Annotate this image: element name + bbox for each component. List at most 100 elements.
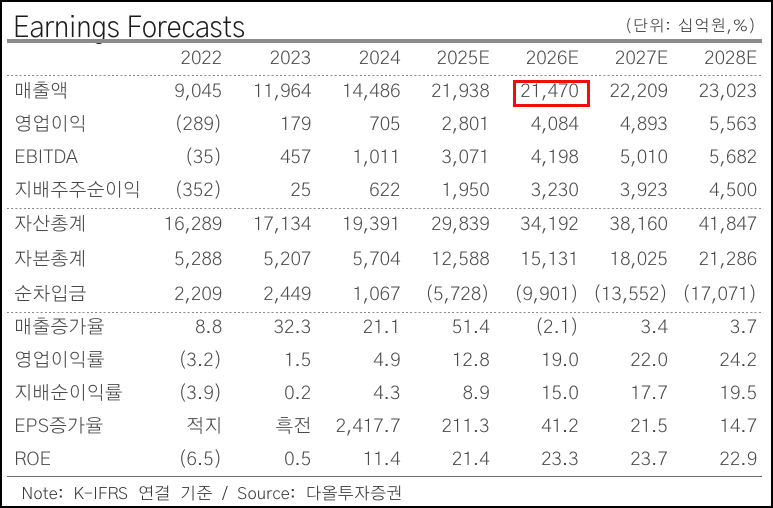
table-cell: (35) bbox=[184, 148, 223, 168]
table-cell: 5,704 bbox=[352, 249, 401, 269]
table-cell: 4.3 bbox=[373, 384, 401, 404]
table-cell: 3,071 bbox=[441, 148, 490, 168]
row-label: EBITDA bbox=[14, 148, 78, 168]
table-cell: 29,839 bbox=[431, 215, 490, 235]
row-label: EPS증가율 bbox=[14, 417, 104, 437]
table-cell: (3.9) bbox=[178, 384, 223, 404]
table-cell: 8.9 bbox=[462, 384, 490, 404]
table-cell: 2,801 bbox=[441, 114, 490, 134]
row-label: 지배주주순이익 bbox=[14, 181, 141, 201]
column-header-blank bbox=[7, 43, 133, 75]
table-cell: 1.5 bbox=[284, 351, 312, 371]
table-cell: 21.1 bbox=[362, 318, 401, 338]
table-cell: 17,134 bbox=[252, 215, 312, 235]
table-cell: 179 bbox=[280, 114, 312, 134]
table-cell: (5,728) bbox=[424, 284, 490, 304]
table-cell: 15.0 bbox=[541, 384, 579, 404]
table-cell: 4.9 bbox=[373, 351, 401, 371]
table-cell: 2,449 bbox=[263, 284, 312, 304]
table-cell: 4,198 bbox=[530, 148, 579, 168]
table-cell: 18,025 bbox=[609, 249, 668, 269]
source-note: Note: K-IFRS 연결 기준 / Source: 다올투자증권 bbox=[21, 486, 403, 503]
table-cell: 21,938 bbox=[431, 81, 490, 101]
table-cell: 12.8 bbox=[452, 351, 490, 371]
table-cell: 22.0 bbox=[630, 351, 668, 371]
table-cell: 8.8 bbox=[194, 318, 223, 338]
table-cell: 흑전 bbox=[275, 417, 312, 437]
column-header-2025E: 2025E bbox=[436, 49, 490, 68]
column-header-2028E: 2028E bbox=[704, 49, 758, 68]
table-row: 자본총계 5,288 5,207 5,704 12,588 15,131 18,… bbox=[7, 243, 762, 278]
table-header-row: 2022 2023 2024 2025E 2026E 2027E 2028E bbox=[7, 43, 762, 75]
table-section-income: 매출액 9,045 11,964 14,486 21,938 21,470 22… bbox=[7, 75, 762, 208]
table-cell: 2,209 bbox=[174, 284, 223, 304]
page-title: Earnings Forecasts bbox=[13, 13, 246, 44]
table-cell: 211.3 bbox=[441, 417, 490, 437]
column-header-2027E: 2027E bbox=[615, 49, 668, 68]
table-row: 영업이익 (289) 179 705 2,801 4,084 4,893 5,5… bbox=[7, 108, 762, 141]
table-cell: 3,923 bbox=[619, 181, 668, 201]
table-cell: 15,131 bbox=[520, 249, 579, 269]
table-cell: 5,682 bbox=[709, 148, 758, 168]
row-label: ROE bbox=[14, 450, 51, 470]
column-header-2023: 2023 bbox=[269, 49, 312, 68]
table-cell: 51.4 bbox=[452, 318, 490, 338]
table-cell: 22,209 bbox=[609, 81, 668, 101]
table-cell: 9,045 bbox=[174, 81, 223, 101]
table-cell: 24.2 bbox=[719, 351, 758, 371]
table-cell: 25 bbox=[290, 181, 312, 201]
table-cell: 4,500 bbox=[709, 181, 758, 201]
table-cell: 622 bbox=[369, 181, 401, 201]
row-label: 매출증가율 bbox=[14, 318, 105, 338]
table-row: 매출증가율 8.8 32.3 21.1 51.4 (2.1) 3.4 3.7 bbox=[7, 312, 762, 345]
divider-balance bbox=[7, 208, 762, 210]
column-header-2022: 2022 bbox=[180, 49, 223, 68]
table-cell: 1,011 bbox=[352, 148, 401, 168]
table-cell: 19.0 bbox=[541, 351, 579, 371]
table-cell: 2,417.7 bbox=[335, 417, 401, 437]
table-row: 영업이익률 (3.2) 1.5 4.9 12.8 19.0 22.0 24.2 bbox=[7, 345, 762, 378]
table-cell: 23,023 bbox=[698, 81, 758, 101]
table-row: EBITDA (35) 457 1,011 3,071 4,198 5,010 … bbox=[7, 142, 762, 175]
table-cell: 14.7 bbox=[719, 417, 758, 437]
table-row: 지배순이익률 (3.9) 0.2 4.3 8.9 15.0 17.7 19.5 bbox=[7, 378, 762, 411]
title-rule bbox=[7, 39, 762, 43]
table-row: 자산총계 16,289 17,134 19,391 29,839 34,192 … bbox=[7, 208, 762, 243]
table-cell: 1,067 bbox=[352, 284, 401, 304]
divider-header bbox=[7, 75, 762, 77]
row-label: 매출액 bbox=[14, 81, 69, 101]
row-label: 영업이익 bbox=[14, 114, 87, 134]
table-cell: 5,010 bbox=[619, 148, 668, 168]
table-cell: 1,950 bbox=[441, 181, 490, 201]
table-cell: 0.2 bbox=[284, 384, 312, 404]
table-cell: 23.7 bbox=[630, 450, 668, 470]
table-cell: (289) bbox=[174, 114, 223, 134]
table-cell: 19,391 bbox=[342, 215, 401, 235]
table-section-ratios: 매출증가율 8.8 32.3 21.1 51.4 (2.1) 3.4 3.7 영… bbox=[7, 312, 762, 477]
table-cell: 5,288 bbox=[174, 249, 223, 269]
table-cell: 4,084 bbox=[530, 114, 579, 134]
table-row: EPS증가율 적지 흑전 2,417.7 211.3 41.2 21.5 14.… bbox=[7, 411, 762, 444]
earnings-table: 2022 2023 2024 2025E 2026E 2027E 2028E 매… bbox=[7, 43, 763, 478]
table-cell: 3.4 bbox=[640, 318, 668, 338]
table-cell: 457 bbox=[280, 148, 312, 168]
column-header-2024: 2024 bbox=[358, 49, 401, 68]
table-cell: 21,286 bbox=[698, 249, 758, 269]
table-cell: 3.7 bbox=[729, 318, 758, 338]
table-cell: 12,588 bbox=[431, 249, 490, 269]
table-row: 순차입금 2,209 2,449 1,067 (5,728) (9,901) (… bbox=[7, 277, 762, 312]
column-header-2026E: 2026E bbox=[525, 49, 579, 68]
table-cell: 5,207 bbox=[263, 249, 312, 269]
table-cell: 41.2 bbox=[541, 417, 579, 437]
table-cell: 32.3 bbox=[273, 318, 312, 338]
table-cell: 19.5 bbox=[719, 384, 758, 404]
table-cell: 21,470 bbox=[520, 81, 579, 101]
table-cell: 41,847 bbox=[698, 215, 758, 235]
table-cell: 0.5 bbox=[284, 450, 312, 470]
row-label: 영업이익률 bbox=[14, 351, 105, 371]
table-cell: 23.3 bbox=[541, 450, 579, 470]
table-row: 지배주주순이익 (352) 25 622 1,950 3,230 3,923 4… bbox=[7, 175, 762, 208]
table-cell: 적지 bbox=[185, 417, 223, 437]
row-label: 자본총계 bbox=[14, 249, 87, 269]
